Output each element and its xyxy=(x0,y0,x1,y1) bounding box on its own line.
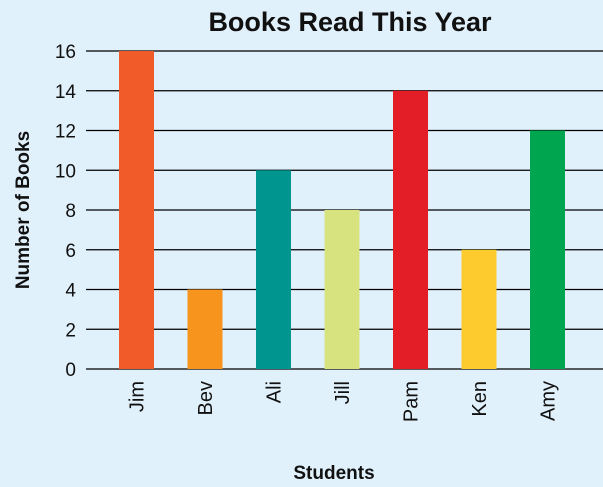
x-tick-labels: Jim Bev Ali Jill Pam Ken Amy xyxy=(127,381,560,422)
y-axis-label: Number of Books xyxy=(13,131,34,289)
y-tick-label: 8 xyxy=(65,201,76,222)
y-tick-label: 6 xyxy=(65,241,76,262)
y-tick-labels: 0 2 4 6 8 10 12 14 16 xyxy=(55,42,77,381)
chart-title: Books Read This Year xyxy=(208,7,492,37)
x-tick-label-jim: Jim xyxy=(127,381,149,412)
x-axis-label: Students xyxy=(293,463,374,484)
y-tick-label: 2 xyxy=(65,320,76,341)
x-tick-label-ali: Ali xyxy=(264,381,286,403)
y-tick-label: 10 xyxy=(55,161,76,182)
y-tick-label: 4 xyxy=(65,281,76,302)
bar-pam xyxy=(393,90,428,369)
bar-amy xyxy=(530,130,565,369)
bar-jill xyxy=(324,210,360,369)
x-tick-label-amy: Amy xyxy=(538,381,560,421)
bar-jim xyxy=(119,51,154,369)
bars xyxy=(119,51,565,369)
bar-ken xyxy=(461,249,497,369)
y-tick-label: 0 xyxy=(65,360,76,381)
x-tick-label-jill: Jill xyxy=(332,381,354,404)
y-tick-label: 16 xyxy=(55,42,76,63)
x-tick-label-pam: Pam xyxy=(401,381,423,422)
x-tick-label-ken: Ken xyxy=(469,381,491,417)
x-tick-label-bev: Bev xyxy=(195,381,217,415)
bar-ali xyxy=(256,170,291,369)
bar-bev xyxy=(187,289,223,369)
y-tick-label: 12 xyxy=(55,122,76,143)
y-tick-label: 14 xyxy=(55,82,77,103)
